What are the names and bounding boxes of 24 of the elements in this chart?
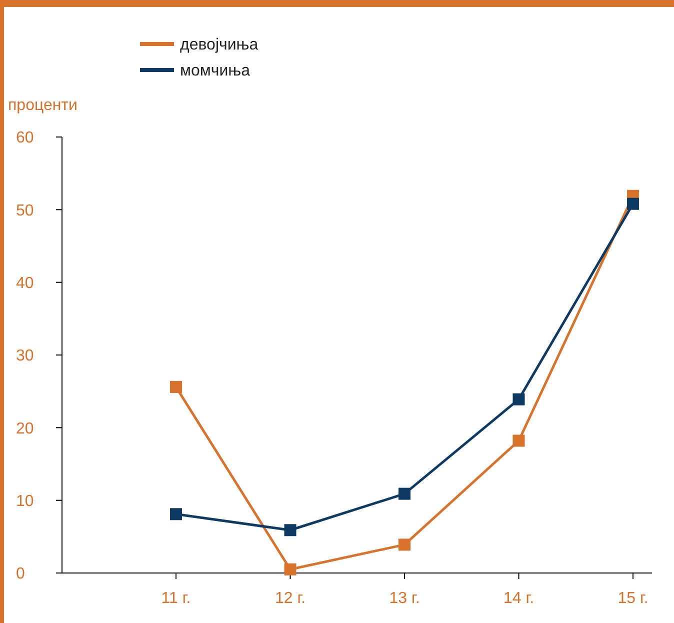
y-tick-label: 20: [16, 420, 34, 438]
x-tick-label: 14 г.: [503, 590, 534, 607]
legend-label: момчиња: [180, 62, 250, 80]
y-tick-label: 30: [16, 348, 34, 365]
y-tick-label: 0: [16, 566, 25, 583]
point: [627, 198, 639, 210]
y-tick-label: 50: [16, 202, 34, 220]
point: [284, 524, 296, 536]
x-tick-label: 12 г.: [274, 590, 306, 607]
point: [170, 380, 182, 393]
y-tick-label: 10: [16, 492, 34, 510]
x-tick-label: 15 г.: [618, 590, 648, 607]
x-tick-label: 11 г.: [161, 590, 191, 607]
point: [512, 393, 525, 406]
point: [398, 538, 410, 551]
point: [512, 434, 525, 447]
legend-label: девојчиња: [180, 36, 258, 54]
y-tick-label: 60: [16, 130, 34, 147]
point: [398, 488, 410, 500]
point: [284, 563, 296, 576]
y-tick-label: 40: [16, 274, 34, 292]
point: [170, 508, 182, 520]
y-axis-title: проценти: [8, 97, 78, 114]
x-tick-label: 13 г.: [389, 590, 420, 607]
